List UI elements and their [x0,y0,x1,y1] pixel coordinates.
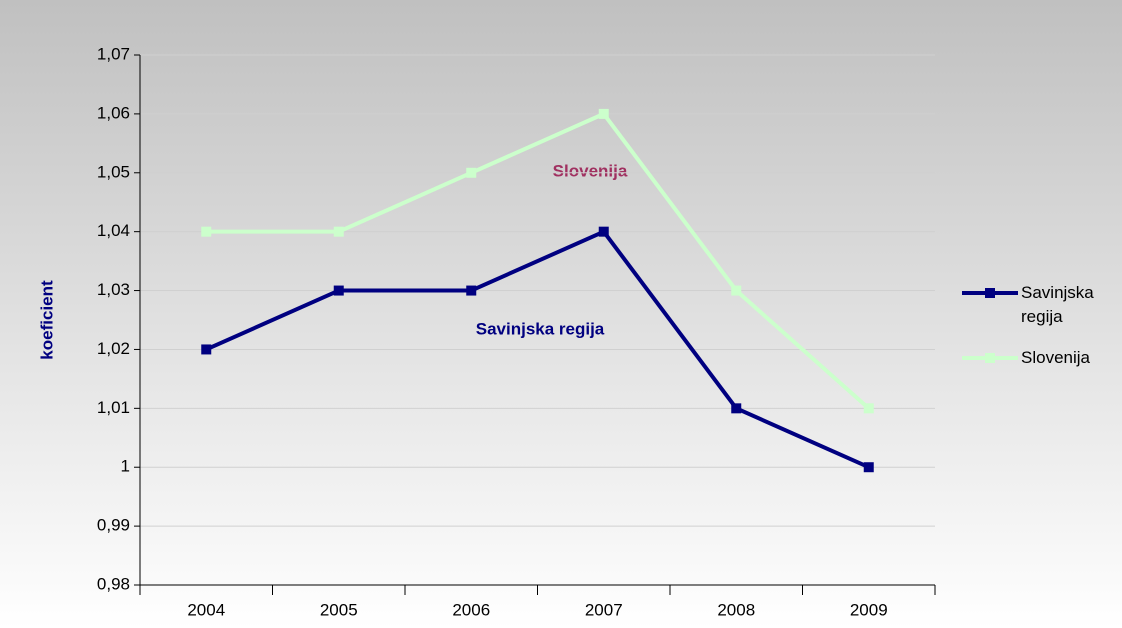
y-tick-label: 1,02 [97,339,130,358]
x-tick-label: 2008 [717,600,755,619]
y-tick-label: 1,06 [97,103,130,122]
x-tick-label: 2007 [585,600,623,619]
annotation: Slovenija [553,161,628,180]
x-tick-label: 2005 [320,600,358,619]
annotation: Savinjska regija [476,319,605,338]
y-tick-label: 1,03 [97,280,130,299]
legend-marker [985,353,995,363]
point-marker [731,285,742,296]
point-marker [863,462,874,473]
legend-label: Slovenija [1021,348,1090,367]
y-tick-label: 0,98 [97,574,130,593]
series-line [205,229,870,470]
point-marker [333,226,344,237]
legend-label: Savinjska regija [1021,283,1094,326]
y-axis-label: koeficient [37,280,56,360]
series-line [206,111,871,410]
y-tick-label: 1,04 [97,221,130,240]
x-tick-label: 2004 [187,600,225,619]
point-marker [466,167,477,178]
y-tick-label: 1,05 [97,162,130,181]
y-tick-label: 1,01 [97,398,130,417]
point-marker [333,285,344,296]
point-marker [598,226,609,237]
point-marker [731,403,742,414]
point-marker [201,344,212,355]
point-marker [598,108,609,119]
y-tick-label: 1,07 [97,44,130,63]
y-tick-label: 1 [121,457,130,476]
y-tick-label: 0,99 [97,516,130,535]
x-tick-label: 2009 [850,600,888,619]
legend-marker [985,288,995,298]
point-marker [466,285,477,296]
x-tick-label: 2006 [452,600,490,619]
point-marker [201,226,212,237]
point-marker [863,403,874,414]
